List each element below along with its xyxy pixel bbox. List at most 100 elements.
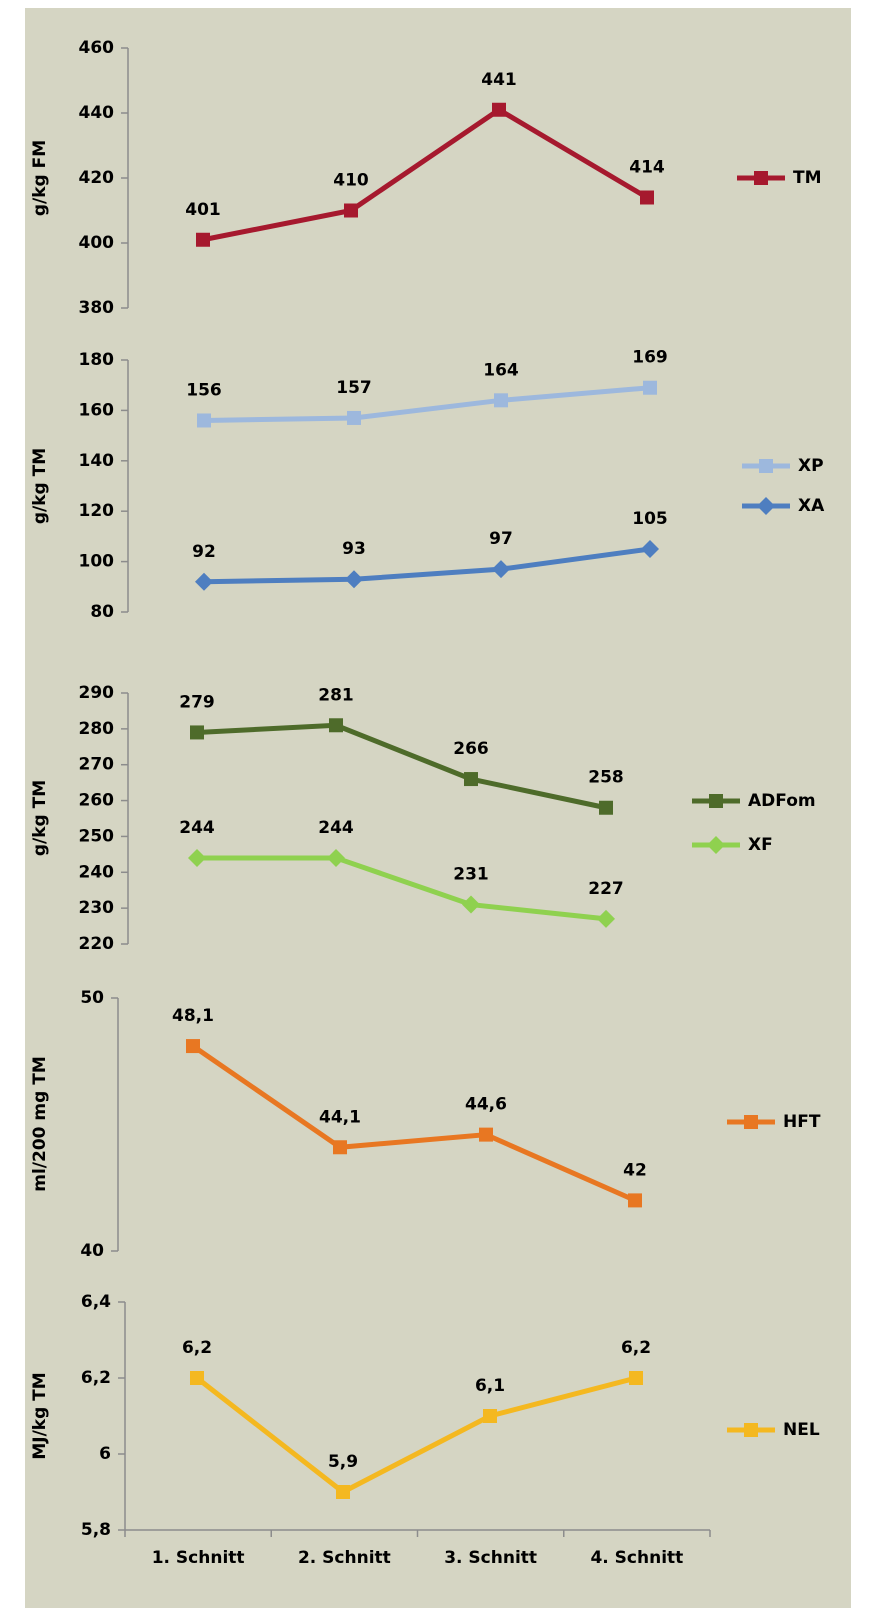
data-point (190, 1371, 204, 1385)
data-point (196, 232, 210, 247)
x-tick-label: 3. Schnitt (444, 1548, 537, 1568)
data-point (479, 1127, 493, 1142)
data-point (483, 1409, 497, 1423)
y-axis-label: g/kg TM (30, 780, 50, 856)
data-label: 169 (632, 348, 668, 368)
data-point (464, 772, 478, 787)
y-tick-label: 5,8 (81, 1520, 111, 1540)
legend-marker (757, 497, 775, 515)
data-point (329, 718, 343, 733)
series-line (195, 1375, 637, 1495)
y-tick-label: 440 (79, 103, 115, 123)
legend-label: XA (798, 496, 825, 516)
data-label: 93 (342, 539, 366, 559)
y-tick-label: 460 (79, 38, 115, 58)
data-label: 5,9 (328, 1452, 358, 1472)
y-tick-label: 160 (79, 400, 115, 420)
y-tick-label: 250 (79, 826, 115, 846)
series-line (203, 385, 651, 423)
data-label: 164 (483, 360, 519, 380)
x-tick-label: 2. Schnitt (298, 1548, 391, 1568)
series-line (203, 546, 651, 585)
series-line (196, 722, 607, 811)
data-label: 6,2 (182, 1338, 212, 1358)
data-label: 227 (588, 879, 624, 899)
legend-marker (744, 1423, 758, 1437)
y-tick-label: 290 (79, 683, 115, 703)
data-label: 414 (629, 158, 665, 178)
y-axis-label: MJ/kg TM (30, 1372, 50, 1459)
y-tick-label: 50 (80, 988, 104, 1008)
data-label: 97 (489, 529, 513, 549)
x-tick-label: 4. Schnitt (590, 1548, 683, 1568)
legend-label: XF (748, 835, 773, 855)
data-label: 441 (481, 70, 517, 90)
legend-marker (707, 836, 725, 854)
data-point (640, 190, 654, 205)
y-tick-label: 100 (79, 552, 115, 572)
data-point (462, 895, 480, 914)
y-axis-label: ml/200 mg TM (30, 1056, 50, 1191)
series-line (191, 1044, 637, 1203)
y-tick-label: 6 (99, 1444, 111, 1464)
data-point (628, 1193, 642, 1208)
legend-label: XP (798, 456, 824, 476)
y-tick-label: 40 (80, 1241, 104, 1261)
data-point (597, 909, 615, 928)
y-axis-label: g/kg TM (30, 448, 50, 524)
y-tick-label: 140 (79, 451, 115, 471)
data-point (188, 848, 206, 867)
legend-marker (744, 1115, 758, 1129)
data-label: 6,2 (621, 1338, 651, 1358)
x-tick-label: 1. Schnitt (152, 1548, 245, 1568)
data-label: 44,1 (319, 1107, 361, 1127)
data-label: 157 (336, 378, 372, 398)
data-label: 281 (318, 685, 354, 705)
data-label: 156 (186, 380, 222, 400)
legend-label: NEL (783, 1420, 820, 1440)
data-point (197, 413, 211, 428)
data-point (494, 393, 508, 408)
data-label: 244 (179, 818, 215, 838)
y-tick-label: 260 (79, 791, 115, 811)
data-point (629, 1371, 643, 1385)
y-tick-label: 120 (79, 501, 115, 521)
data-point (186, 1039, 200, 1054)
data-point (347, 410, 361, 425)
data-label: 6,1 (475, 1376, 505, 1396)
data-point (599, 800, 613, 815)
y-tick-label: 280 (79, 719, 115, 739)
data-label: 279 (179, 692, 215, 712)
legend-marker (759, 459, 773, 473)
series-line (197, 855, 607, 922)
series-line (202, 106, 649, 243)
legend-label: HFT (783, 1112, 821, 1132)
legend-marker (709, 794, 723, 808)
data-point (336, 1485, 350, 1499)
data-label: 401 (185, 200, 221, 220)
data-label: 258 (588, 768, 624, 788)
data-point (333, 1140, 347, 1155)
data-label: 44,6 (465, 1095, 507, 1115)
legend-marker (754, 171, 768, 185)
background (25, 8, 851, 1608)
data-point (195, 572, 213, 591)
data-point (643, 380, 657, 395)
y-tick-label: 270 (79, 755, 115, 775)
y-tick-label: 6,2 (81, 1368, 111, 1388)
data-point (641, 540, 659, 558)
y-tick-label: 80 (90, 602, 114, 622)
data-label: 244 (318, 818, 354, 838)
data-label: 92 (192, 542, 216, 562)
data-label: 48,1 (172, 1006, 214, 1026)
y-tick-label: 230 (79, 898, 115, 918)
y-tick-label: 420 (79, 168, 115, 188)
data-point (190, 725, 204, 740)
y-tick-label: 6,4 (81, 1292, 111, 1312)
y-tick-label: 180 (79, 350, 115, 370)
data-label: 266 (453, 739, 489, 759)
data-point (492, 102, 506, 117)
data-label: 231 (453, 865, 489, 885)
data-point (492, 560, 510, 579)
